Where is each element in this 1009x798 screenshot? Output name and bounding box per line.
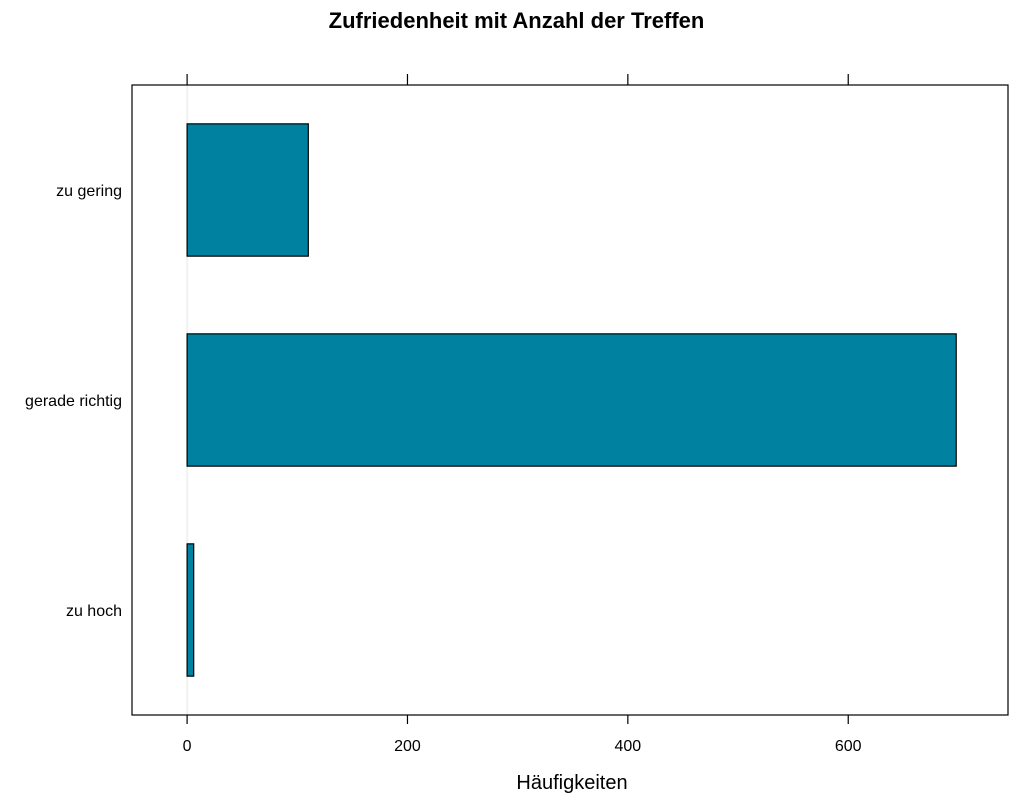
- x-tick-label: 0: [183, 738, 192, 755]
- y-tick-label: zu hoch: [66, 603, 122, 620]
- bar: [186, 333, 957, 467]
- chart-title: Zufriedenheit mit Anzahl der Treffen: [328, 8, 705, 33]
- plot-frame: [131, 84, 1009, 716]
- bar: [186, 123, 309, 257]
- y-tick-label: zu gering: [56, 183, 122, 200]
- y-tick-label: gerade richtig: [25, 393, 122, 410]
- x-tick-label: 600: [835, 738, 862, 755]
- x-tick-label: 400: [614, 738, 641, 755]
- x-tick-label: 200: [394, 738, 421, 755]
- x-axis-title: Häufigkeiten: [516, 772, 627, 794]
- bar: [186, 543, 195, 677]
